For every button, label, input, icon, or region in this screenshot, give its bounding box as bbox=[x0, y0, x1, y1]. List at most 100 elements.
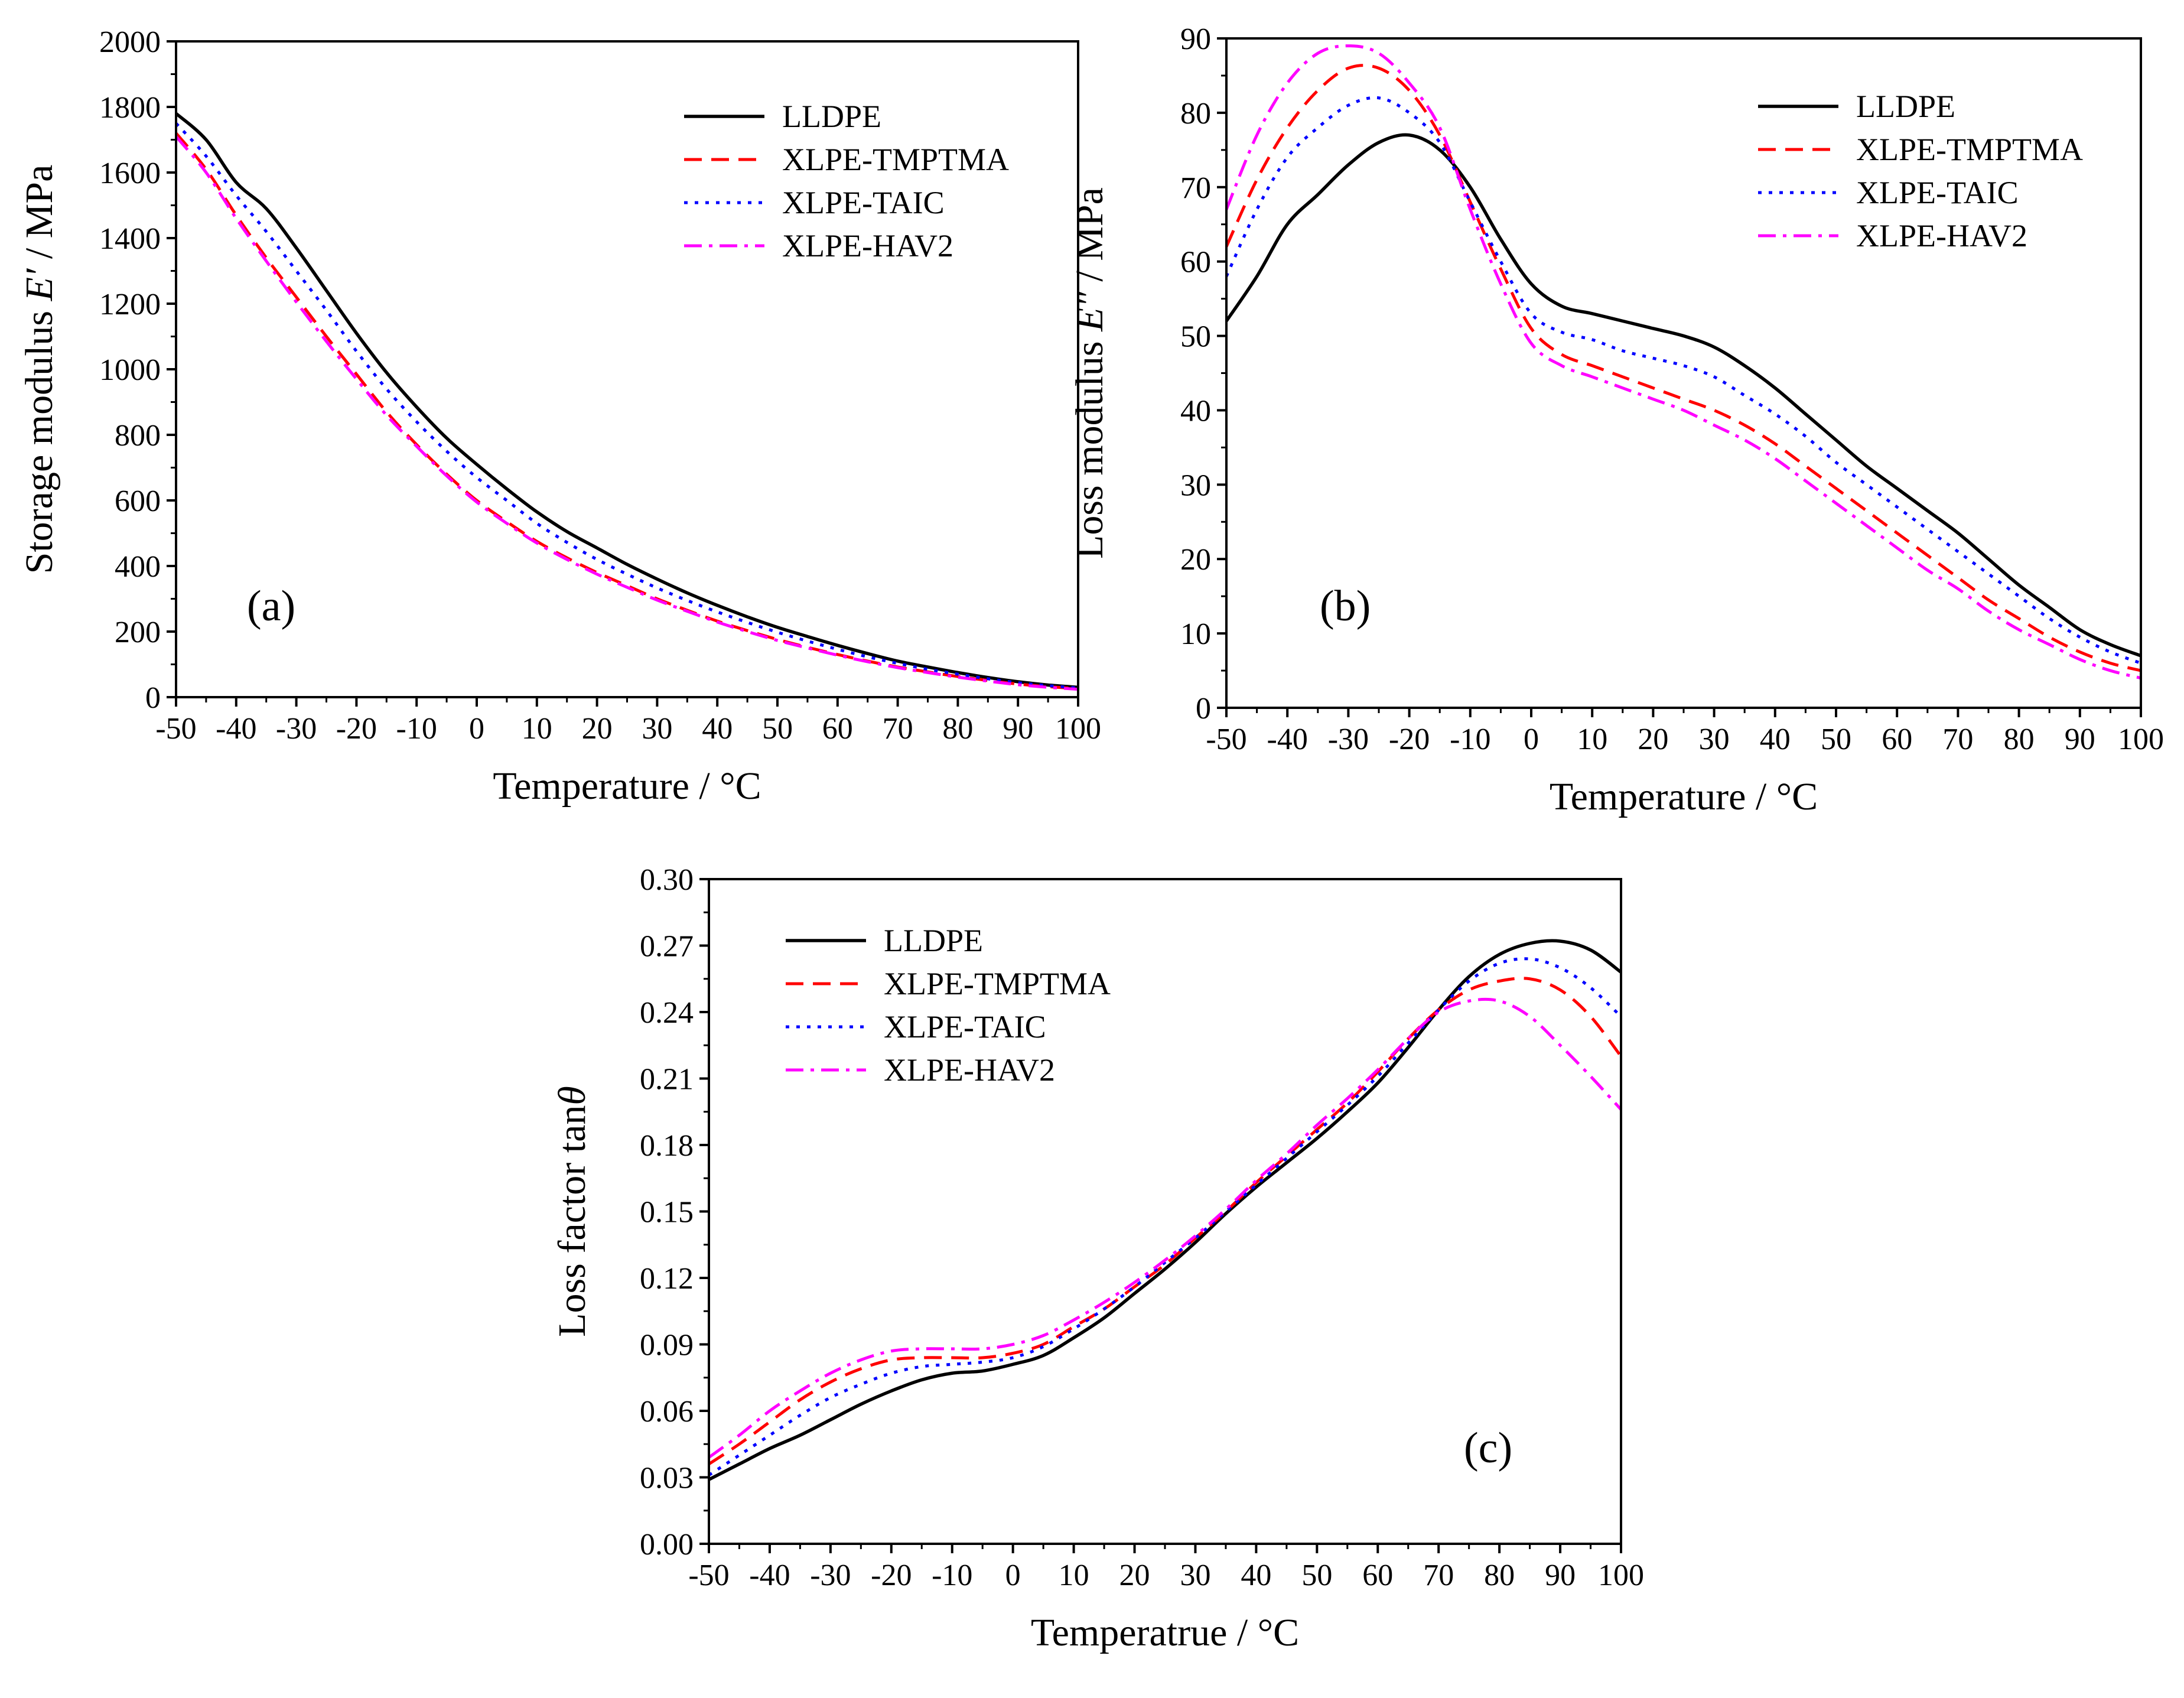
panel-c-x-tick-label: 0 bbox=[1005, 1559, 1021, 1592]
panel-c-y-tick-label: 0.30 bbox=[640, 863, 694, 897]
panel-c-x-tick-label: 60 bbox=[1362, 1559, 1393, 1592]
panel-c-legend-label-lldpe: LLDPE bbox=[884, 923, 983, 958]
panel-a-y-tick-label: 400 bbox=[115, 550, 161, 584]
panel-b-series-xlpe-tmptma bbox=[1225, 64, 2141, 672]
panel-a-x-axis-label: Temperature / °C bbox=[493, 765, 761, 808]
panel-b-y-ticks: 0 10 20 30 40 50 60 70 80 90 bbox=[1180, 22, 1226, 726]
panel-b-series-lldpe bbox=[1225, 133, 2141, 658]
panel-a-tag: (a) bbox=[247, 582, 295, 630]
panel-a-x-tick-label: 50 bbox=[762, 712, 793, 746]
panel-c-x-tick-label: -50 bbox=[688, 1559, 729, 1592]
panel-a-y-tick-label: 1600 bbox=[99, 157, 161, 190]
panel-c-y-tick-label: 0.06 bbox=[640, 1395, 694, 1429]
panel-c-legend-label-xlpe-tmptma: XLPE-TMPTMA bbox=[884, 966, 1111, 1001]
panel-b-y-tick-label: 90 bbox=[1180, 22, 1211, 56]
panel-c-x-axis-label: Temperatrue / °C bbox=[1031, 1611, 1299, 1654]
panel-a-y-label-symbol: E′ bbox=[18, 268, 61, 301]
panel-a-y-axis-label: Storage modulus E′ / MPa bbox=[18, 165, 61, 574]
panel-a-x-tick-label: 20 bbox=[582, 712, 613, 746]
panel-b-x-tick-label: 40 bbox=[1760, 723, 1791, 756]
panel-c-x-tick-label: 10 bbox=[1059, 1559, 1089, 1592]
panel-c-x-tick-label: 20 bbox=[1119, 1559, 1150, 1592]
panel-b-legend-label-xlpe-hav2: XLPE-HAV2 bbox=[1856, 218, 2027, 253]
panel-a-series-xlpe-hav2 bbox=[175, 135, 1079, 691]
panel-c-x-tick-label: 100 bbox=[1598, 1559, 1644, 1592]
panel-a-x-ticks: -50 -40 -30 -20 -10 0 10 20 30 40 50 60 70 80 90 100 bbox=[155, 697, 1101, 746]
panel-a-axes-frame bbox=[175, 40, 1079, 698]
panel-b-legend-label-lldpe: LLDPE bbox=[1856, 89, 1955, 124]
panel-a-x-tick-label: 40 bbox=[702, 712, 733, 746]
panel-b-y-tick-label: 60 bbox=[1180, 246, 1211, 279]
panel-c-y-tick-label: 0.03 bbox=[640, 1462, 694, 1495]
panel-b-x-tick-label: 100 bbox=[2118, 723, 2164, 756]
panel-a-storage-modulus: -50 -40 -30 -20 -10 0 10 20 30 40 50 60 70 80 90 100 0 2… bbox=[18, 25, 1101, 808]
panel-a-y-tick-label: 200 bbox=[115, 616, 161, 649]
panel-a-x-tick-label: 70 bbox=[883, 712, 913, 746]
panel-c-x-ticks: -50 -40 -30 -20 -10 0 10 20 30 40 50 60 70 80 90 100 bbox=[688, 1544, 1644, 1592]
panel-a-x-tick-label: 30 bbox=[642, 712, 672, 746]
panel-c-y-label-prefix: Loss factor tan bbox=[551, 1105, 594, 1337]
panel-c-x-tick-label: 80 bbox=[1484, 1559, 1515, 1592]
panel-c-x-tick-label: -30 bbox=[810, 1559, 851, 1592]
panel-a-legend: LLDPE XLPE-TMPTMA XLPE-TAIC XLPE-HAV2 bbox=[684, 99, 1009, 264]
panel-a-x-tick-label: 0 bbox=[469, 712, 484, 746]
panel-c-x-tick-label: 40 bbox=[1241, 1559, 1271, 1592]
panel-a-x-tick-label: 90 bbox=[1003, 712, 1033, 746]
panel-b-x-tick-label: 60 bbox=[1882, 723, 1912, 756]
panel-b-x-tick-label: -50 bbox=[1206, 723, 1246, 756]
panel-c-tag: (c) bbox=[1464, 1424, 1512, 1472]
panel-a-series-lldpe bbox=[175, 112, 1079, 689]
panel-c-y-tick-label: 0.21 bbox=[640, 1063, 694, 1097]
panel-a-legend-label-lldpe: LLDPE bbox=[782, 99, 881, 134]
panel-a-y-tick-label: 600 bbox=[115, 484, 161, 518]
panel-c-y-tick-label: 0.15 bbox=[640, 1196, 694, 1229]
panel-c-legend-label-xlpe-taic: XLPE-TAIC bbox=[884, 1009, 1046, 1045]
panel-b-y-tick-label: 50 bbox=[1180, 320, 1211, 354]
panel-a-legend-label-xlpe-hav2: XLPE-HAV2 bbox=[782, 228, 953, 264]
panel-a-y-label-suffix: / MPa bbox=[18, 165, 61, 269]
panel-a-x-tick-label: 10 bbox=[522, 712, 552, 746]
panel-a-y-label-prefix: Storage modulus bbox=[18, 301, 61, 574]
panel-b-x-tick-label: -30 bbox=[1328, 723, 1369, 756]
panel-a-y-tick-label: 1800 bbox=[99, 91, 161, 125]
panel-b-plot-lines bbox=[1225, 44, 2141, 680]
panel-a-legend-label-xlpe-tmptma: XLPE-TMPTMA bbox=[782, 142, 1009, 177]
panel-c-series-lldpe bbox=[708, 939, 1622, 1481]
panel-b-tag: (b) bbox=[1320, 582, 1371, 630]
panel-c-x-tick-label: 90 bbox=[1545, 1559, 1576, 1592]
panel-a-y-tick-label: 800 bbox=[115, 419, 161, 453]
panel-a-y-tick-label: 2000 bbox=[99, 25, 161, 59]
panel-c-x-tick-label: -20 bbox=[871, 1559, 912, 1592]
panel-a-y-tick-label: 1400 bbox=[99, 222, 161, 256]
panel-b-y-label-suffix: / MPa bbox=[1068, 187, 1111, 291]
panel-b-series-xlpe-hav2 bbox=[1225, 44, 2141, 680]
panel-a-x-tick-label: -20 bbox=[336, 712, 377, 746]
panel-b-x-tick-label: 0 bbox=[1524, 723, 1539, 756]
panel-a-x-tick-label: 60 bbox=[822, 712, 853, 746]
panel-c-y-tick-label: 0.09 bbox=[640, 1329, 694, 1362]
panel-c-legend-label-xlpe-hav2: XLPE-HAV2 bbox=[884, 1052, 1055, 1088]
panel-b-y-axis-label: Loss modulus E″ / MPa bbox=[1068, 187, 1111, 559]
panel-c-y-axis-label: Loss factor tanθ bbox=[551, 1086, 594, 1337]
panel-a-x-tick-label: 100 bbox=[1055, 712, 1101, 746]
panel-c-y-tick-label: 0.12 bbox=[640, 1262, 694, 1296]
panel-a-x-tick-label: -40 bbox=[216, 712, 256, 746]
panel-b-y-label-prefix: Loss modulus bbox=[1068, 331, 1111, 559]
panel-b-x-tick-label: 80 bbox=[2004, 723, 2035, 756]
panel-b-loss-modulus: -50 -40 -30 -20 -10 0 10 20 30 40 50 60 70 80 90 100 0 1… bbox=[1068, 22, 2164, 818]
panel-b-x-tick-label: 20 bbox=[1638, 723, 1668, 756]
panel-c-x-tick-label: -10 bbox=[932, 1559, 972, 1592]
panel-b-x-tick-label: 90 bbox=[2065, 723, 2095, 756]
panel-b-y-tick-label: 20 bbox=[1180, 543, 1211, 577]
panel-a-legend-label-xlpe-taic: XLPE-TAIC bbox=[782, 185, 945, 220]
panel-b-legend-label-xlpe-tmptma: XLPE-TMPTMA bbox=[1856, 132, 2083, 167]
panel-b-x-tick-label: -20 bbox=[1389, 723, 1430, 756]
panel-b-x-tick-label: 50 bbox=[1821, 723, 1851, 756]
panel-a-y-ticks: 0 200 400 600 800 1000 1200 1400 1600 1800 2000 bbox=[99, 25, 176, 715]
panel-b-y-label-symbol: E″ bbox=[1068, 291, 1111, 332]
panel-c-y-tick-label: 0.27 bbox=[640, 930, 694, 964]
panel-c-legend: LLDPE XLPE-TMPTMA XLPE-TAIC XLPE-HAV2 bbox=[786, 923, 1111, 1088]
panel-a-series-xlpe-tmptma bbox=[175, 132, 1079, 691]
panel-b-y-tick-label: 30 bbox=[1180, 469, 1211, 502]
panel-b-y-tick-label: 70 bbox=[1180, 171, 1211, 205]
